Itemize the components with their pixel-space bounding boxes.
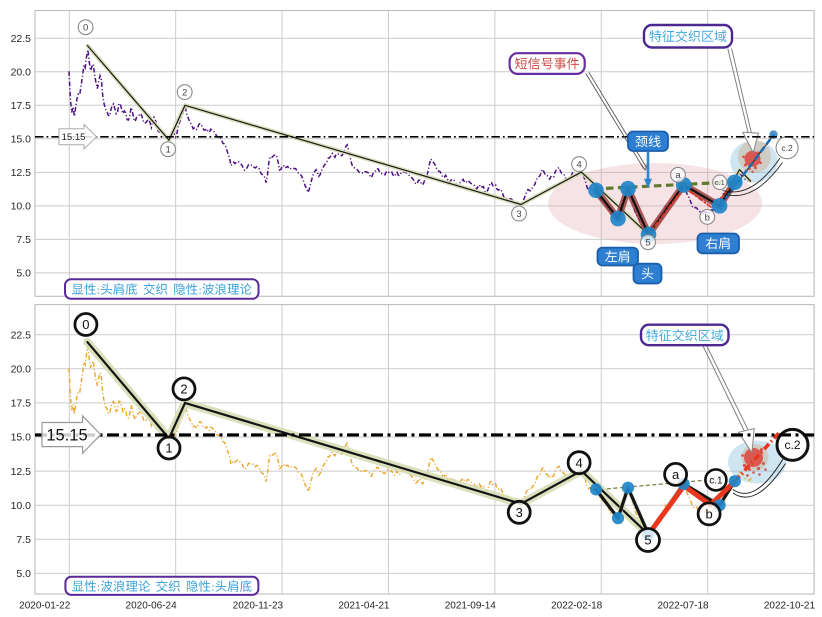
svg-text:2022-07-18: 2022-07-18 xyxy=(657,601,709,612)
svg-text:2020-06-24: 2020-06-24 xyxy=(126,601,178,612)
svg-text:b: b xyxy=(705,212,710,223)
svg-text:4: 4 xyxy=(575,455,582,470)
svg-text:12.5: 12.5 xyxy=(11,466,32,478)
svg-text:c.2: c.2 xyxy=(781,143,793,153)
svg-text:7.5: 7.5 xyxy=(16,534,31,546)
svg-text:15.15: 15.15 xyxy=(62,132,86,143)
svg-text:3: 3 xyxy=(516,209,521,220)
svg-text:4: 4 xyxy=(576,160,581,171)
svg-text:2020-11-23: 2020-11-23 xyxy=(233,601,284,612)
svg-text:15.0: 15.0 xyxy=(11,432,32,444)
svg-text:5: 5 xyxy=(645,238,650,249)
svg-text:a: a xyxy=(675,170,681,181)
svg-text:c.1: c.1 xyxy=(709,475,723,486)
svg-text:2022-10-21: 2022-10-21 xyxy=(764,601,816,612)
svg-text:22.5: 22.5 xyxy=(11,329,32,341)
svg-text:a: a xyxy=(672,467,680,482)
svg-text:15.15: 15.15 xyxy=(46,427,87,445)
svg-text:0: 0 xyxy=(82,317,89,332)
svg-text:2021-04-21: 2021-04-21 xyxy=(338,601,390,612)
svg-text:10.0: 10.0 xyxy=(11,201,32,213)
svg-text:0: 0 xyxy=(83,23,88,34)
svg-text:2: 2 xyxy=(180,382,187,397)
svg-text:3: 3 xyxy=(516,505,523,520)
svg-text:2021-09-14: 2021-09-14 xyxy=(445,601,497,612)
svg-text:12.5: 12.5 xyxy=(11,167,32,179)
svg-text:20.0: 20.0 xyxy=(11,66,32,78)
svg-text:15.0: 15.0 xyxy=(11,134,32,146)
svg-text:22.5: 22.5 xyxy=(11,33,32,45)
svg-text:c.1: c.1 xyxy=(715,178,725,187)
svg-text:17.5: 17.5 xyxy=(11,100,32,112)
svg-text:2022-02-18: 2022-02-18 xyxy=(551,601,603,612)
svg-text:5.0: 5.0 xyxy=(16,268,31,280)
svg-text:17.5: 17.5 xyxy=(11,398,32,410)
svg-text:c.2: c.2 xyxy=(784,438,800,452)
svg-text:10.0: 10.0 xyxy=(11,500,32,512)
svg-text:5.0: 5.0 xyxy=(16,568,31,580)
svg-text:1: 1 xyxy=(165,145,170,156)
svg-text:b: b xyxy=(705,507,712,522)
svg-text:5: 5 xyxy=(644,533,651,548)
svg-text:2020-01-22: 2020-01-22 xyxy=(19,601,71,612)
svg-text:2: 2 xyxy=(182,88,187,99)
svg-text:20.0: 20.0 xyxy=(11,364,32,376)
svg-text:1: 1 xyxy=(165,441,172,456)
svg-text:7.5: 7.5 xyxy=(16,234,31,246)
